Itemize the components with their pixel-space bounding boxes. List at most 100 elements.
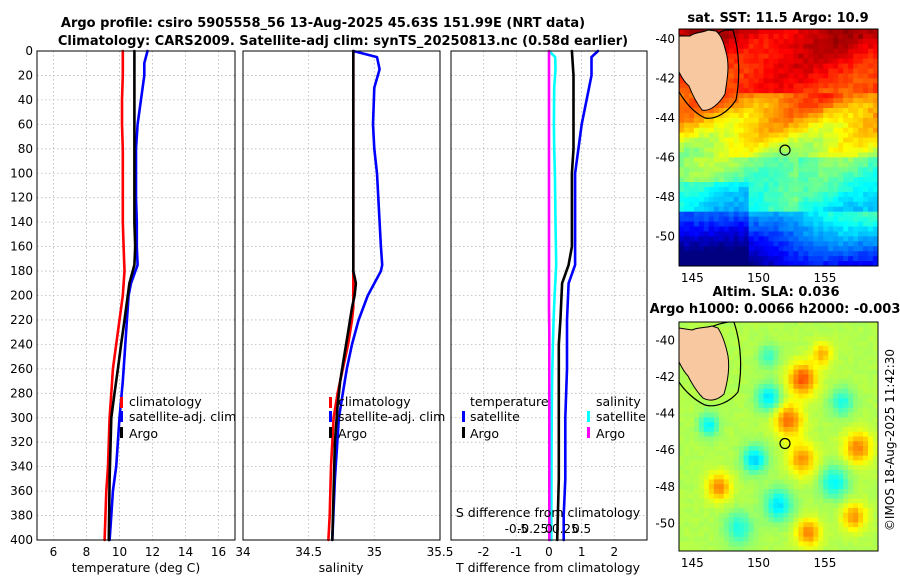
heatmap-cell bbox=[868, 536, 874, 543]
heatmap-cell bbox=[863, 527, 869, 533]
heatmap-cell bbox=[753, 68, 760, 75]
heatmap-cell bbox=[728, 53, 735, 60]
heatmap-cell bbox=[873, 398, 878, 404]
heatmap-cell bbox=[733, 412, 740, 419]
heatmap-cell bbox=[863, 221, 869, 228]
heatmap-cell bbox=[733, 191, 740, 198]
heatmap-cell bbox=[738, 426, 745, 433]
heatmap-cell bbox=[843, 58, 849, 65]
heatmap-cell bbox=[773, 484, 780, 490]
heatmap-cell bbox=[833, 33, 839, 40]
heatmap-cell bbox=[728, 488, 735, 495]
heatmap-cell bbox=[773, 426, 780, 433]
heatmap-cell bbox=[828, 488, 834, 495]
heatmap-cell bbox=[753, 38, 760, 45]
heatmap-cell bbox=[873, 508, 878, 514]
heatmap-cell bbox=[728, 531, 735, 538]
heatmap-cell bbox=[783, 33, 790, 40]
heatmap-cell bbox=[838, 226, 844, 233]
heatmap-cell bbox=[873, 479, 878, 485]
heatmap-cell bbox=[773, 403, 780, 409]
heatmap-cell bbox=[798, 469, 804, 476]
heatmap-cell bbox=[688, 512, 695, 519]
heatmap-cell bbox=[768, 172, 775, 178]
heatmap-cell bbox=[718, 127, 725, 134]
heatmap-cell bbox=[858, 127, 864, 134]
heatmap-cell bbox=[868, 374, 874, 380]
heatmap-cell bbox=[848, 493, 854, 500]
heatmap-cell bbox=[808, 336, 814, 342]
heatmap-cell bbox=[853, 201, 859, 208]
heatmap-cell bbox=[748, 172, 755, 178]
heatmap-cell bbox=[718, 187, 725, 193]
heatmap-cell bbox=[793, 479, 799, 485]
heatmap-cell bbox=[778, 341, 785, 347]
heatmap-cell bbox=[818, 426, 824, 433]
heatmap-cell bbox=[748, 345, 755, 352]
heatmap-cell bbox=[788, 422, 795, 428]
heatmap-cell bbox=[853, 512, 859, 519]
heatmap-cell bbox=[813, 393, 819, 399]
heatmap-cell bbox=[793, 446, 799, 452]
heatmap-cell bbox=[738, 112, 745, 119]
heatmap-cell bbox=[808, 417, 814, 423]
heatmap-cell bbox=[823, 412, 829, 419]
heatmap-cell bbox=[813, 374, 819, 380]
heatmap-cell bbox=[803, 216, 809, 223]
heatmap-cell bbox=[793, 412, 799, 419]
heatmap-cell bbox=[828, 384, 834, 390]
heatmap-cell bbox=[823, 33, 829, 40]
heatmap-cell bbox=[743, 326, 750, 333]
heatmap-cell bbox=[743, 508, 750, 514]
heatmap-cell bbox=[858, 369, 864, 376]
heatmap-cell bbox=[693, 531, 700, 538]
heatmap-cell bbox=[708, 431, 715, 438]
heatmap-cell bbox=[798, 393, 804, 399]
heatmap-cell bbox=[848, 512, 854, 519]
heatmap-cell bbox=[748, 246, 755, 252]
heatmap-cell bbox=[708, 322, 715, 328]
heatmap-cell bbox=[698, 211, 705, 218]
heatmap-cell bbox=[873, 512, 878, 519]
heatmap-cell bbox=[723, 201, 730, 208]
heatmap-cell bbox=[713, 137, 720, 144]
heatmap-cell bbox=[838, 137, 844, 144]
heatmap-cell bbox=[858, 426, 864, 433]
heatmap-cell bbox=[863, 484, 869, 490]
heatmap-cell bbox=[728, 336, 735, 342]
heatmap-cell bbox=[828, 108, 834, 114]
heatmap-cell bbox=[743, 167, 750, 173]
heatmap-cell bbox=[768, 407, 775, 414]
heatmap-cell bbox=[783, 88, 790, 94]
heatmap-cell bbox=[773, 546, 780, 551]
heatmap-cell bbox=[793, 201, 799, 208]
heatmap-cell bbox=[713, 460, 720, 466]
heatmap-cell bbox=[813, 469, 819, 476]
heatmap-cell bbox=[693, 241, 700, 247]
heatmap-cell bbox=[823, 117, 829, 124]
heatmap-cell bbox=[768, 388, 775, 395]
heatmap-cell bbox=[679, 498, 685, 504]
heatmap-cell bbox=[783, 241, 790, 247]
heatmap-cell bbox=[858, 103, 864, 109]
heatmap-cell bbox=[773, 108, 780, 114]
heatmap-cell bbox=[843, 393, 849, 399]
heatmap-cell bbox=[778, 241, 785, 247]
heatmap-cell bbox=[843, 68, 849, 75]
heatmap-cell bbox=[863, 426, 869, 433]
heatmap-cell bbox=[728, 374, 735, 380]
heatmap-cell bbox=[773, 177, 780, 183]
heatmap-cell bbox=[723, 460, 730, 466]
heatmap-cell bbox=[698, 241, 705, 247]
heatmap-cell bbox=[848, 29, 854, 35]
heatmap-cell bbox=[708, 187, 715, 193]
heatmap-cell bbox=[703, 546, 710, 551]
heatmap-cell bbox=[833, 403, 839, 409]
heatmap-cell bbox=[723, 517, 730, 523]
heatmap-cell bbox=[828, 441, 834, 447]
heatmap-cell bbox=[723, 112, 730, 119]
heatmap-cell bbox=[743, 142, 750, 149]
heatmap-cell bbox=[778, 336, 785, 342]
heatmap-cell bbox=[798, 48, 804, 55]
heatmap-cell bbox=[863, 474, 869, 481]
